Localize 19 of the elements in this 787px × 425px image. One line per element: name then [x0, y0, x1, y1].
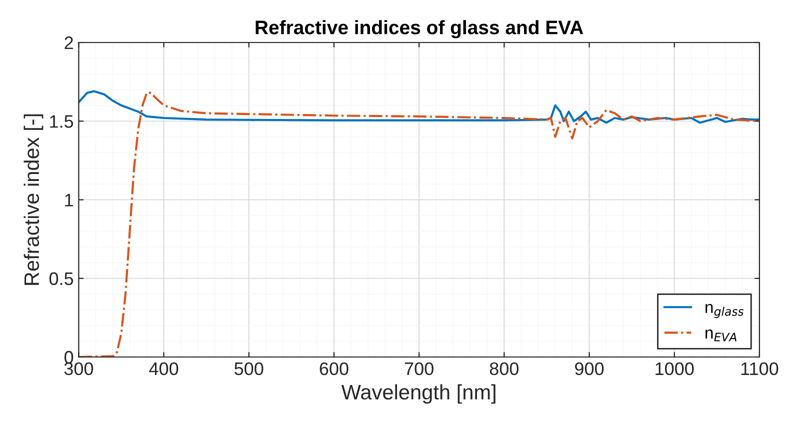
line-series — [78, 90, 760, 124]
x-tick-label: 800 — [490, 362, 519, 376]
y-axis-title: Refractive index [-] — [24, 114, 44, 285]
legend-label: n$_{EVA}$ — [706, 330, 736, 342]
y-tick-label: 1.5 — [50, 115, 74, 128]
x-tick-label: 400 — [149, 362, 178, 376]
legend-label: n$_{glass}$ — [706, 304, 744, 318]
chart-title: Refractive indices of glass and EVA — [256, 20, 584, 38]
y-tick-label: 0.5 — [49, 272, 74, 286]
x-tick-label: 1000 — [656, 362, 694, 376]
x-tick-label: 600 — [320, 362, 348, 376]
x-axis-title: Wavelength [nm] — [341, 384, 496, 404]
y-tick-label: 1 — [65, 194, 73, 206]
y-tick-label: 2 — [64, 36, 73, 50]
x-tick-label: 700 — [404, 362, 434, 376]
x-tick-label: 900 — [575, 362, 604, 376]
x-tick-label: 1100 — [741, 362, 778, 376]
x-tick-label: 500 — [234, 362, 264, 376]
x-tick-label: 300 — [64, 362, 94, 376]
